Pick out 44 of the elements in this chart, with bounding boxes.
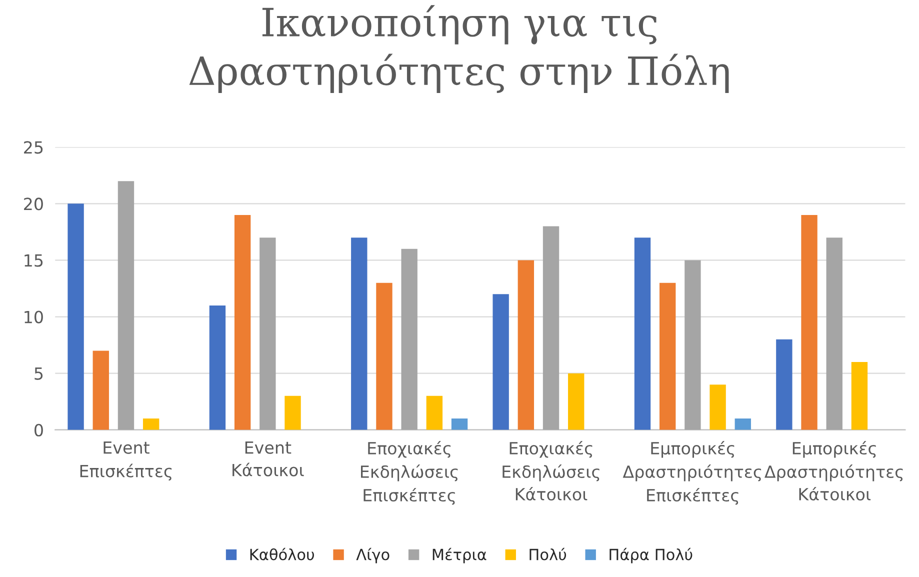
- bar: [776, 339, 792, 430]
- bar: [142, 418, 160, 430]
- x-tick-label: Εποχιακές Εκδηλώσεις Επισκέπτες: [361, 440, 458, 505]
- legend-label: Καθόλου: [250, 548, 314, 560]
- chart-title: Ικανοποίηση για τις Δραστηριότητες στην Πόλη: [189, 5, 729, 93]
- bar: [209, 305, 226, 430]
- bar: [826, 238, 842, 430]
- legend-label: Λίγο: [356, 548, 390, 564]
- bar: [451, 418, 468, 430]
- x-tick-label: Event Επισκέπτες: [80, 441, 172, 481]
- bar: [851, 362, 868, 430]
- bar: [568, 373, 584, 430]
- x-tick-label: Εμπορικές Δραστηριότητες Κάτοικοι: [764, 440, 903, 501]
- y-tick-label: 5: [34, 368, 43, 380]
- bar: [284, 396, 301, 430]
- x-tick-label: Event Κάτοικοι: [232, 441, 304, 476]
- legend-label: Μέτρια: [432, 548, 486, 564]
- bar: [401, 248, 418, 430]
- legend-label: Πολύ: [530, 548, 566, 560]
- bar: [92, 350, 109, 430]
- bar: [234, 214, 251, 430]
- bar: [634, 238, 651, 430]
- bar: [542, 226, 560, 430]
- bar: [492, 294, 509, 430]
- legend-label: Πάρα Πολύ: [610, 548, 692, 564]
- bar: [660, 282, 676, 430]
- bar: [351, 238, 368, 430]
- y-tick-label: 25: [24, 141, 43, 154]
- bar: [260, 238, 276, 430]
- y-tick-label: 20: [24, 198, 43, 210]
- bar: [518, 260, 534, 430]
- y-tick-label: 10: [24, 310, 43, 324]
- x-tick-label: Εμπορικές Δραστηριότητες Επισκέπτες: [622, 440, 762, 505]
- bar: [801, 214, 818, 430]
- bar: [684, 260, 701, 430]
- x-tick-label: Εποχιακές Εκδηλώσεις Κάτοικοι: [502, 440, 600, 501]
- bar: [68, 204, 84, 430]
- bar: [426, 396, 443, 430]
- bar: [710, 384, 726, 430]
- bar: [376, 282, 392, 430]
- y-tick-label: 15: [24, 254, 43, 267]
- bar: [118, 181, 134, 430]
- y-tick-label: 0: [34, 424, 43, 436]
- bar: [734, 418, 751, 430]
